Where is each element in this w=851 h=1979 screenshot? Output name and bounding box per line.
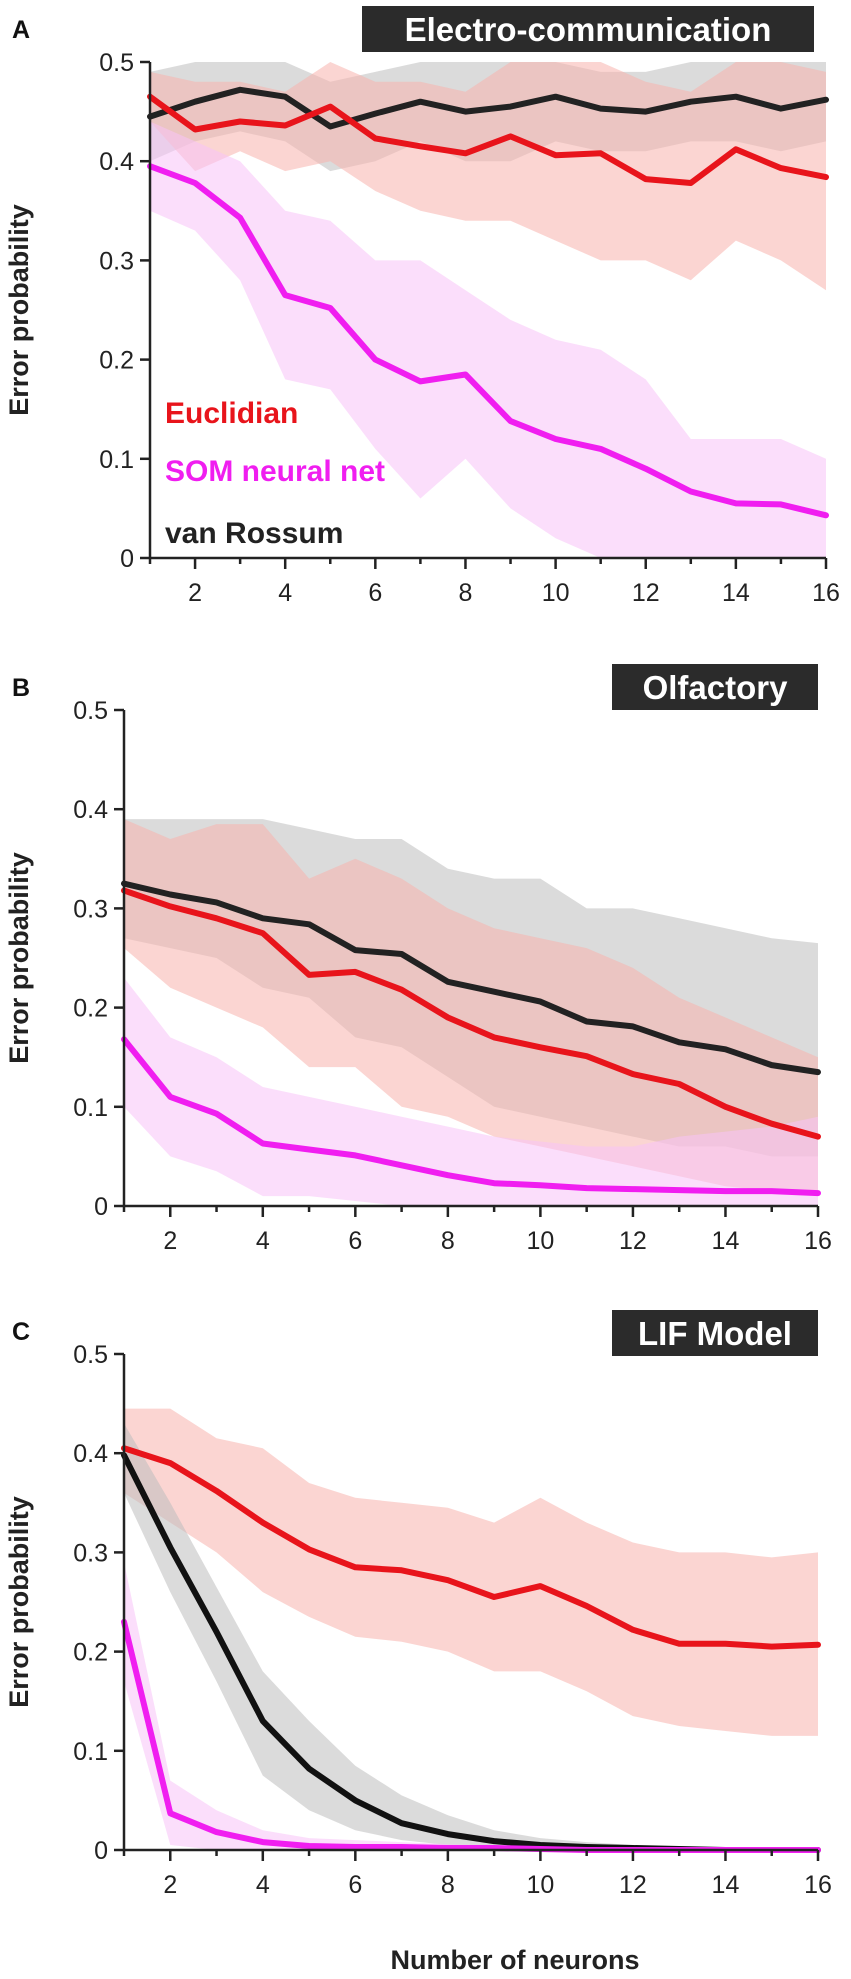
panel-a-y-tick-label: 0.1 (99, 446, 134, 474)
panel-a-y-tick-label: 0.5 (99, 49, 134, 77)
panel-a-y-axis-title: Error probability (4, 204, 34, 416)
panel-b-euclidian-line (121, 887, 821, 1140)
panel-a-title: Electro-communication (405, 11, 772, 48)
panel-c-title-box (612, 1310, 818, 1356)
panel-c-x-tick-label: 8 (441, 1871, 455, 1899)
panel-c-y-tick-label: 0.5 (73, 1341, 108, 1369)
panel-b-x-tick-label: 12 (619, 1227, 647, 1255)
panel-b-x-tick-label: 6 (348, 1227, 362, 1255)
panel-c-chart: C LIF Model Error probability 0 0.1 0.2 0.3 0.4… (4, 1310, 832, 1899)
panel-a-x-tick-label: 10 (542, 579, 570, 607)
panel-a-euclidian-line (147, 93, 829, 186)
panel-a-letter: A (12, 16, 30, 44)
panel-b-x-tick-label: 8 (441, 1227, 455, 1255)
panel-b-y-tick-label: 0.1 (73, 1094, 108, 1122)
panel-b-y-tick-label: 0.2 (73, 995, 108, 1023)
panel-c-y-axis-title: Error probability (4, 1496, 34, 1708)
panel-c-y-tick-label: 0.3 (73, 1539, 108, 1567)
panel-a-x-tick-label: 2 (188, 579, 202, 607)
panel-a-x-tick-label: 6 (368, 579, 382, 607)
panel-a-lines (147, 86, 829, 519)
panel-b-y-tick-label: 0 (94, 1193, 108, 1221)
panel-c-x-tick-label: 14 (712, 1871, 740, 1899)
panel-a-som-neural-net-line (147, 163, 829, 519)
panel-b-x-tick-label: 4 (256, 1227, 270, 1255)
panel-b-y-tick-label: 0.5 (73, 697, 108, 725)
panel-a-y-tick-label: 0.4 (99, 148, 134, 176)
panel-c-bands (124, 1408, 818, 1850)
panel-c-euclidian-line (121, 1445, 821, 1650)
panel-c-letter: C (12, 1318, 30, 1346)
panel-b-y-tick-label: 0.4 (73, 796, 108, 824)
panel-a-y-tick-label: 0.3 (99, 247, 134, 275)
panel-c-y-tick-label: 0.1 (73, 1738, 108, 1766)
panel-b-x-tick-label: 2 (163, 1227, 177, 1255)
panel-a-title-box (362, 6, 814, 52)
panel-b-y-axis-title: Error probability (4, 852, 34, 1064)
panel-c-x-tick-label: 4 (256, 1871, 270, 1899)
legend-euclidian: Euclidian (165, 397, 298, 430)
panel-a-y-tick-label: 0 (120, 545, 134, 573)
panel-b-som-neural-net-line (121, 1036, 821, 1197)
panel-c-y-tick-label: 0.4 (73, 1440, 108, 1468)
panel-b-van-rossum-line (121, 880, 821, 1076)
panel-b-title: Olfactory (643, 669, 789, 706)
panel-b-title-box (612, 664, 818, 710)
panel-a-x-tick-label: 14 (722, 579, 750, 607)
legend-som-neural-net: SOM neural net (165, 455, 385, 488)
panel-a-van-rossum-line (147, 86, 829, 130)
panel-a-x-tick-label: 16 (812, 579, 840, 607)
panel-b-chart: B Olfactory Error probability 0 0.1 0.2 0.3 0.4… (4, 664, 832, 1255)
panel-a-y-tick-label: 0.2 (99, 347, 134, 375)
panel-b-lines (121, 880, 821, 1197)
x-axis-title: Number of neurons (390, 1945, 639, 1975)
panel-b-letter: B (12, 674, 30, 702)
panel-b-y-tick-label: 0.3 (73, 895, 108, 923)
panel-c-y-tick-label: 0.2 (73, 1639, 108, 1667)
panel-c-title: LIF Model (638, 1315, 792, 1352)
panel-a-som-neural-net-band (150, 121, 826, 558)
panel-b-euclidian-band (124, 819, 818, 1197)
panel-b-x-tick-label: 16 (804, 1227, 832, 1255)
legend-van-rossum: van Rossum (165, 517, 343, 550)
panel-a-x-tick-label: 4 (278, 579, 292, 607)
panel-a-chart: A Electro-communication Error probability 0… (4, 6, 840, 607)
panel-a-x-tick-label: 12 (632, 579, 660, 607)
panel-c-euclidian-band (124, 1408, 818, 1736)
panel-c-x-tick-label: 6 (348, 1871, 362, 1899)
panel-c-y-tick-label: 0 (94, 1837, 108, 1865)
panel-b-x-tick-label: 14 (712, 1227, 740, 1255)
panel-b-x-tick-label: 10 (526, 1227, 554, 1255)
panel-c-x-tick-label: 12 (619, 1871, 647, 1899)
panel-c-x-tick-label: 10 (526, 1871, 554, 1899)
panel-c-van-rossum-band (124, 1423, 818, 1850)
panel-c-x-tick-label: 16 (804, 1871, 832, 1899)
legend: Euclidian SOM neural net van Rossum (165, 397, 385, 550)
panel-b-bands (124, 819, 818, 1206)
panel-c-x-tick-label: 2 (163, 1871, 177, 1899)
panel-a-x-tick-label: 8 (459, 579, 473, 607)
